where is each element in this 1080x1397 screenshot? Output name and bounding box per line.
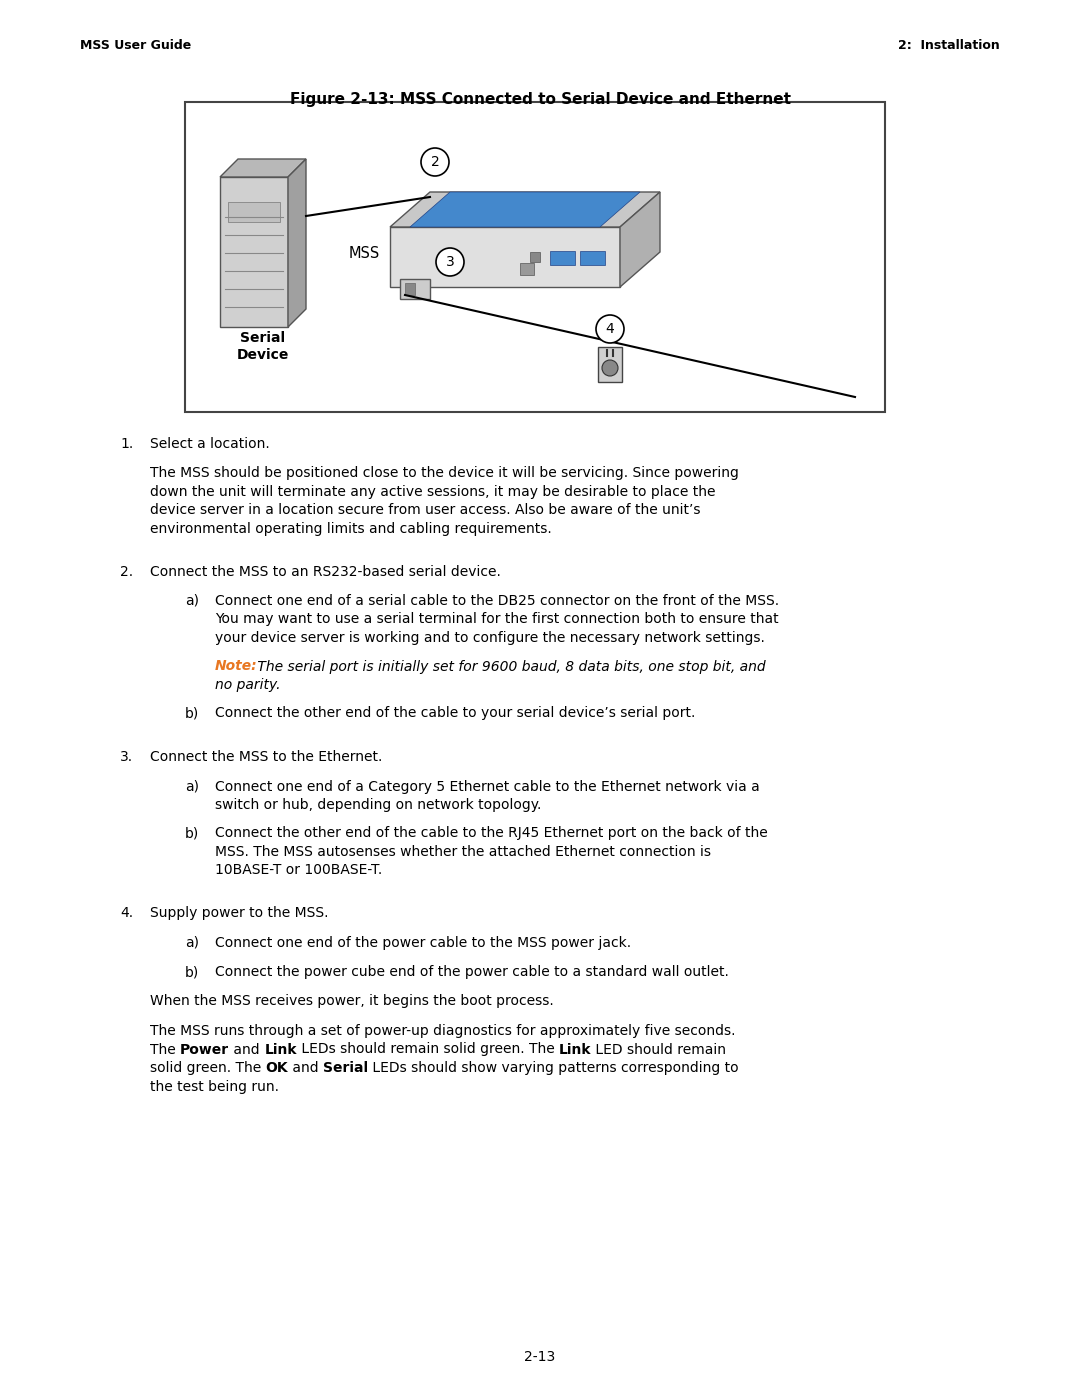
Text: Connect one end of a serial cable to the DB25 connector on the front of the MSS.: Connect one end of a serial cable to the… <box>215 594 779 608</box>
Text: Connect the MSS to the Ethernet.: Connect the MSS to the Ethernet. <box>150 750 382 764</box>
Text: Figure 2-13: MSS Connected to Serial Device and Ethernet: Figure 2-13: MSS Connected to Serial Dev… <box>289 92 791 108</box>
Bar <box>550 251 575 265</box>
Circle shape <box>421 148 449 176</box>
Bar <box>400 279 430 299</box>
Polygon shape <box>410 191 640 226</box>
Text: device server in a location secure from user access. Also be aware of the unit’s: device server in a location secure from … <box>150 503 701 517</box>
Bar <box>598 346 622 381</box>
Text: b): b) <box>185 965 199 979</box>
Text: Connect the power cube end of the power cable to a standard wall outlet.: Connect the power cube end of the power … <box>215 965 729 979</box>
Text: Power: Power <box>180 1042 229 1056</box>
Text: and: and <box>229 1042 265 1056</box>
Bar <box>405 284 415 295</box>
Text: LEDs should show varying patterns corresponding to: LEDs should show varying patterns corres… <box>368 1060 739 1076</box>
Text: Connect the other end of the cable to your serial device’s serial port.: Connect the other end of the cable to yo… <box>215 707 696 721</box>
Text: Serial: Serial <box>323 1060 368 1076</box>
Polygon shape <box>390 226 620 286</box>
Text: Connect one end of a Category 5 Ethernet cable to the Ethernet network via a: Connect one end of a Category 5 Ethernet… <box>215 780 759 793</box>
Text: 2.: 2. <box>120 564 133 578</box>
Text: down the unit will terminate any active sessions, it may be desirable to place t: down the unit will terminate any active … <box>150 485 715 499</box>
Text: LED should remain: LED should remain <box>592 1042 727 1056</box>
Polygon shape <box>390 191 660 226</box>
Text: your device server is working and to configure the necessary network settings.: your device server is working and to con… <box>215 631 765 645</box>
Text: 2:  Installation: 2: Installation <box>899 39 1000 52</box>
Text: b): b) <box>185 827 199 841</box>
Text: the test being run.: the test being run. <box>150 1080 279 1094</box>
Text: 3: 3 <box>446 256 455 270</box>
Text: Connect the other end of the cable to the RJ45 Ethernet port on the back of the: Connect the other end of the cable to th… <box>215 827 768 841</box>
Text: Link: Link <box>265 1042 297 1056</box>
Text: The MSS runs through a set of power-up diagnostics for approximately five second: The MSS runs through a set of power-up d… <box>150 1024 735 1038</box>
Text: Connect the MSS to an RS232-based serial device.: Connect the MSS to an RS232-based serial… <box>150 564 501 578</box>
Text: no parity.: no parity. <box>215 678 281 692</box>
Text: 4.: 4. <box>120 907 133 921</box>
Text: Select a location.: Select a location. <box>150 437 270 451</box>
Bar <box>220 177 288 327</box>
Text: Serial
Device: Serial Device <box>237 331 289 362</box>
Text: MSS: MSS <box>349 246 380 261</box>
Text: You may want to use a serial terminal for the first connection both to ensure th: You may want to use a serial terminal fo… <box>215 612 779 626</box>
Text: a): a) <box>185 780 199 793</box>
Text: MSS User Guide: MSS User Guide <box>80 39 191 52</box>
Text: 4: 4 <box>606 321 615 337</box>
Text: The MSS should be positioned close to the device it will be servicing. Since pow: The MSS should be positioned close to th… <box>150 467 739 481</box>
Text: When the MSS receives power, it begins the boot process.: When the MSS receives power, it begins t… <box>150 995 554 1009</box>
Polygon shape <box>620 191 660 286</box>
Bar <box>519 263 534 275</box>
Text: 10BASE-T or 100BASE-T.: 10BASE-T or 100BASE-T. <box>215 863 382 877</box>
Bar <box>185 102 885 412</box>
Text: Link: Link <box>558 1042 592 1056</box>
Text: Note:: Note: <box>215 659 258 673</box>
Text: The serial port is initially set for 9600 baud, 8 data bits, one stop bit, and: The serial port is initially set for 960… <box>253 659 766 673</box>
Text: environmental operating limits and cabling requirements.: environmental operating limits and cabli… <box>150 522 552 536</box>
Text: solid green. The: solid green. The <box>150 1060 266 1076</box>
Text: 3.: 3. <box>120 750 133 764</box>
Text: The: The <box>150 1042 180 1056</box>
Circle shape <box>602 360 618 376</box>
Text: 2-13: 2-13 <box>525 1350 555 1363</box>
Circle shape <box>436 249 464 277</box>
Text: Supply power to the MSS.: Supply power to the MSS. <box>150 907 328 921</box>
Text: MSS. The MSS autosenses whether the attached Ethernet connection is: MSS. The MSS autosenses whether the atta… <box>215 845 711 859</box>
Text: a): a) <box>185 936 199 950</box>
Text: b): b) <box>185 707 199 721</box>
Text: 2: 2 <box>431 155 440 169</box>
Bar <box>228 203 280 222</box>
Text: switch or hub, depending on network topology.: switch or hub, depending on network topo… <box>215 798 541 812</box>
Text: and: and <box>288 1060 323 1076</box>
Polygon shape <box>288 159 306 327</box>
Text: a): a) <box>185 594 199 608</box>
Text: LEDs should remain solid green. The: LEDs should remain solid green. The <box>297 1042 558 1056</box>
Bar <box>530 251 540 263</box>
Text: OK: OK <box>266 1060 288 1076</box>
Text: Connect one end of the power cable to the MSS power jack.: Connect one end of the power cable to th… <box>215 936 631 950</box>
Bar <box>580 251 605 265</box>
Polygon shape <box>220 159 306 177</box>
Circle shape <box>596 314 624 344</box>
Text: 1.: 1. <box>120 437 133 451</box>
